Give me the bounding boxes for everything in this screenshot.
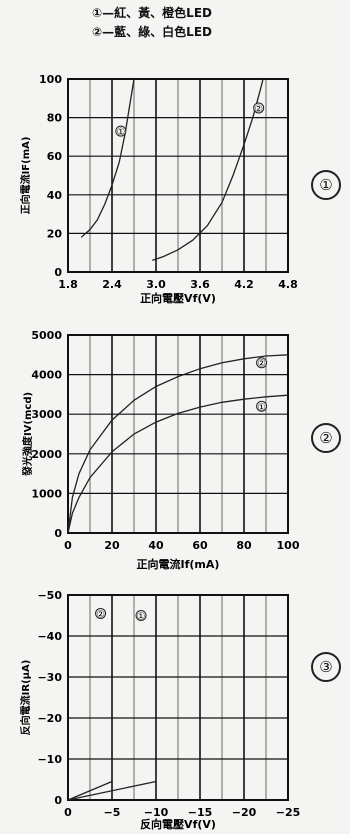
y-tick-label: 0 [54, 794, 62, 807]
x-tick-label: −20 [232, 806, 257, 819]
y-axis-label: 發光強度IV(mcd) [21, 392, 34, 477]
plot-frame [67, 78, 289, 273]
legend-item-1-num: ① [92, 6, 103, 20]
x-tick-label: 3.0 [146, 278, 166, 291]
x-tick-label: 0 [64, 806, 72, 819]
series-marker-1 [256, 357, 268, 369]
series-line-2 [67, 394, 289, 534]
y-tick-label: 40 [47, 189, 63, 202]
y-tick-label: 80 [47, 112, 63, 125]
y-tick-label: 1000 [31, 487, 62, 500]
x-tick-label: 100 [277, 539, 300, 552]
y-tick-label: −30 [37, 671, 62, 684]
series-line-1 [80, 78, 135, 238]
series-line-1 [67, 354, 289, 534]
x-tick-label: −15 [188, 806, 213, 819]
x-tick-label: 4.8 [278, 278, 298, 291]
x-tick-label: 3.6 [190, 278, 210, 291]
legend-item-1: ①—紅、黃、橙色LED [92, 4, 212, 23]
y-tick-label: −40 [37, 630, 62, 643]
series-line-2 [67, 780, 157, 801]
y-axis-label: 正向電流IF(mA) [19, 137, 32, 215]
y-tick-label: 3000 [31, 408, 62, 421]
y-tick-label: 5000 [31, 329, 62, 342]
x-tick-label: 80 [236, 539, 252, 552]
series-line-1 [67, 780, 113, 801]
legend-item-1-text: —紅、黃、橙色LED [102, 6, 212, 20]
plot-frame [67, 594, 289, 801]
series-label-1: ② [96, 609, 105, 620]
y-tick-label: 60 [47, 150, 63, 163]
x-tick-label: −10 [144, 806, 169, 819]
series-label-2: ① [257, 402, 266, 413]
series-label-1: ① [116, 127, 125, 138]
x-tick-label: 60 [192, 539, 208, 552]
x-axis-label: 正向電流If(mA) [137, 557, 220, 571]
y-tick-label: −10 [37, 753, 62, 766]
legend: ①—紅、黃、橙色LED ②—藍、綠、白色LED [92, 4, 212, 42]
y-tick-label: −50 [37, 589, 62, 602]
plot-frame [67, 334, 289, 534]
chart-2: 0 20 40 60 80 100010002000300040005000正向電流If(… [21, 329, 300, 571]
chart-1: 1.8 2.4 3.0 3.6 4.2 4.8 0 20 40 60 80 100 正向電壓Vf(V) 正… [19, 73, 298, 305]
y-tick-label: 0 [54, 527, 62, 540]
x-tick-label: 4.2 [234, 278, 254, 291]
x-tick-label: −25 [276, 806, 301, 819]
series-label-2: ① [137, 612, 146, 623]
series-marker-1 [95, 607, 107, 619]
legend-item-2-num: ② [92, 25, 103, 39]
y-tick-label: 100 [39, 73, 62, 86]
series-marker-2 [253, 102, 265, 114]
y-tick-label: 4000 [31, 369, 62, 382]
panel-mark-1: ① [311, 170, 341, 200]
legend-item-2: ②—藍、綠、白色LED [92, 23, 212, 42]
series-marker-2 [135, 610, 147, 621]
series-label-1: ② [257, 359, 266, 370]
x-tick-label: 2.4 [102, 278, 122, 291]
x-axis-label: 正向電壓Vf(V) [140, 291, 216, 305]
chart-3: 0 −5 −10 −15 −20 −25 0 −10 −20 −30 −40 −50 反向電壓Vf(V)… [19, 589, 300, 831]
legend-item-2-text: —藍、綠、白色LED [102, 25, 212, 39]
series-label-2: ② [254, 104, 263, 115]
series-marker-2 [256, 400, 268, 412]
x-tick-label: 0 [64, 539, 72, 552]
series-marker-1 [115, 125, 127, 137]
panel-mark-2: ② [311, 423, 341, 453]
panel-mark-3: ③ [311, 652, 341, 682]
x-tick-label: 20 [104, 539, 120, 552]
x-axis-label: 反向電壓Vf(V) [140, 817, 216, 831]
y-tick-label: 20 [47, 227, 63, 240]
x-tick-label: 1.8 [58, 278, 78, 291]
y-tick-label: −20 [37, 712, 62, 725]
x-tick-label: −5 [104, 806, 121, 819]
y-tick-label: 2000 [31, 448, 62, 461]
y-tick-label: 0 [54, 266, 62, 279]
y-axis-label: 反向電流IR(μA) [19, 660, 32, 736]
x-tick-label: 40 [148, 539, 164, 552]
